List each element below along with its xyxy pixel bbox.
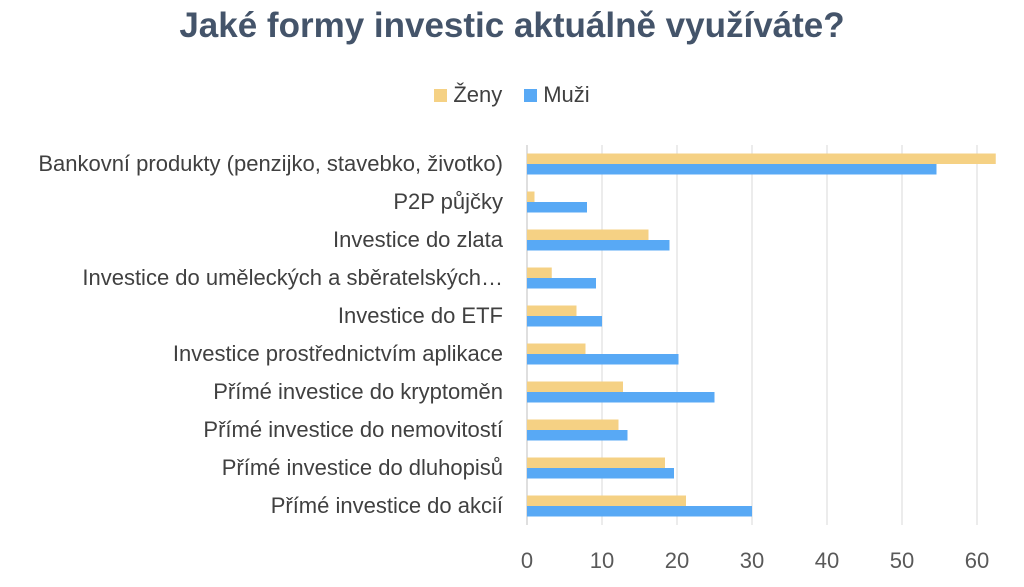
bar-zeny-7 [527, 419, 619, 430]
category-label-1: P2P půjčky [393, 189, 503, 214]
bar-muzi-0 [527, 164, 937, 175]
bar-muzi-6 [527, 392, 715, 403]
x-tick-label-60: 60 [965, 548, 989, 573]
bar-muzi-2 [527, 240, 670, 251]
bar-zeny-2 [527, 229, 649, 240]
bar-zeny-8 [527, 457, 665, 468]
x-tick-label-40: 40 [815, 548, 839, 573]
x-tick-label-0: 0 [521, 548, 533, 573]
bar-muzi-5 [527, 354, 679, 365]
category-label-4: Investice do ETF [338, 303, 503, 328]
bar-zeny-1 [527, 191, 535, 202]
category-label-6: Přímé investice do kryptoměn [213, 379, 503, 404]
bar-muzi-7 [527, 430, 628, 441]
bar-zeny-0 [527, 153, 996, 164]
bar-muzi-9 [527, 506, 752, 517]
category-label-0: Bankovní produkty (penzijko, stavebko, ž… [38, 151, 503, 176]
bar-muzi-4 [527, 316, 602, 327]
bar-muzi-3 [527, 278, 596, 289]
legend-item-muzi: Muži [524, 82, 590, 108]
legend-swatch-muzi [524, 88, 538, 102]
category-label-5: Investice prostřednictvím aplikace [173, 341, 503, 366]
x-tick-label-30: 30 [740, 548, 764, 573]
bar-zeny-9 [527, 495, 686, 506]
category-label-2: Investice do zlata [333, 227, 504, 252]
bar-muzi-8 [527, 468, 674, 479]
category-label-8: Přímé investice do dluhopisů [222, 455, 503, 480]
bar-zeny-4 [527, 305, 577, 316]
chart-title: Jaké formy investic aktuálně využíváte? [179, 6, 845, 45]
category-label-3: Investice do uměleckých a sběratelských… [82, 265, 503, 290]
legend-item-zeny: Ženy [434, 82, 502, 108]
category-label-9: Přímé investice do akcií [271, 493, 503, 518]
legend-label-zeny: Ženy [453, 82, 503, 107]
legend-label-muzi: Muži [543, 82, 590, 107]
bar-zeny-5 [527, 343, 586, 354]
legend-swatch-zeny [434, 88, 448, 102]
x-tick-label-10: 10 [590, 548, 614, 573]
x-tick-label-20: 20 [665, 548, 689, 573]
bar-zeny-6 [527, 381, 623, 392]
legend: Ženy Muži [0, 82, 1024, 108]
x-tick-label-50: 50 [890, 548, 914, 573]
bar-muzi-1 [527, 202, 587, 213]
bar-zeny-3 [527, 267, 552, 278]
category-label-7: Přímé investice do nemovitostí [203, 417, 503, 442]
